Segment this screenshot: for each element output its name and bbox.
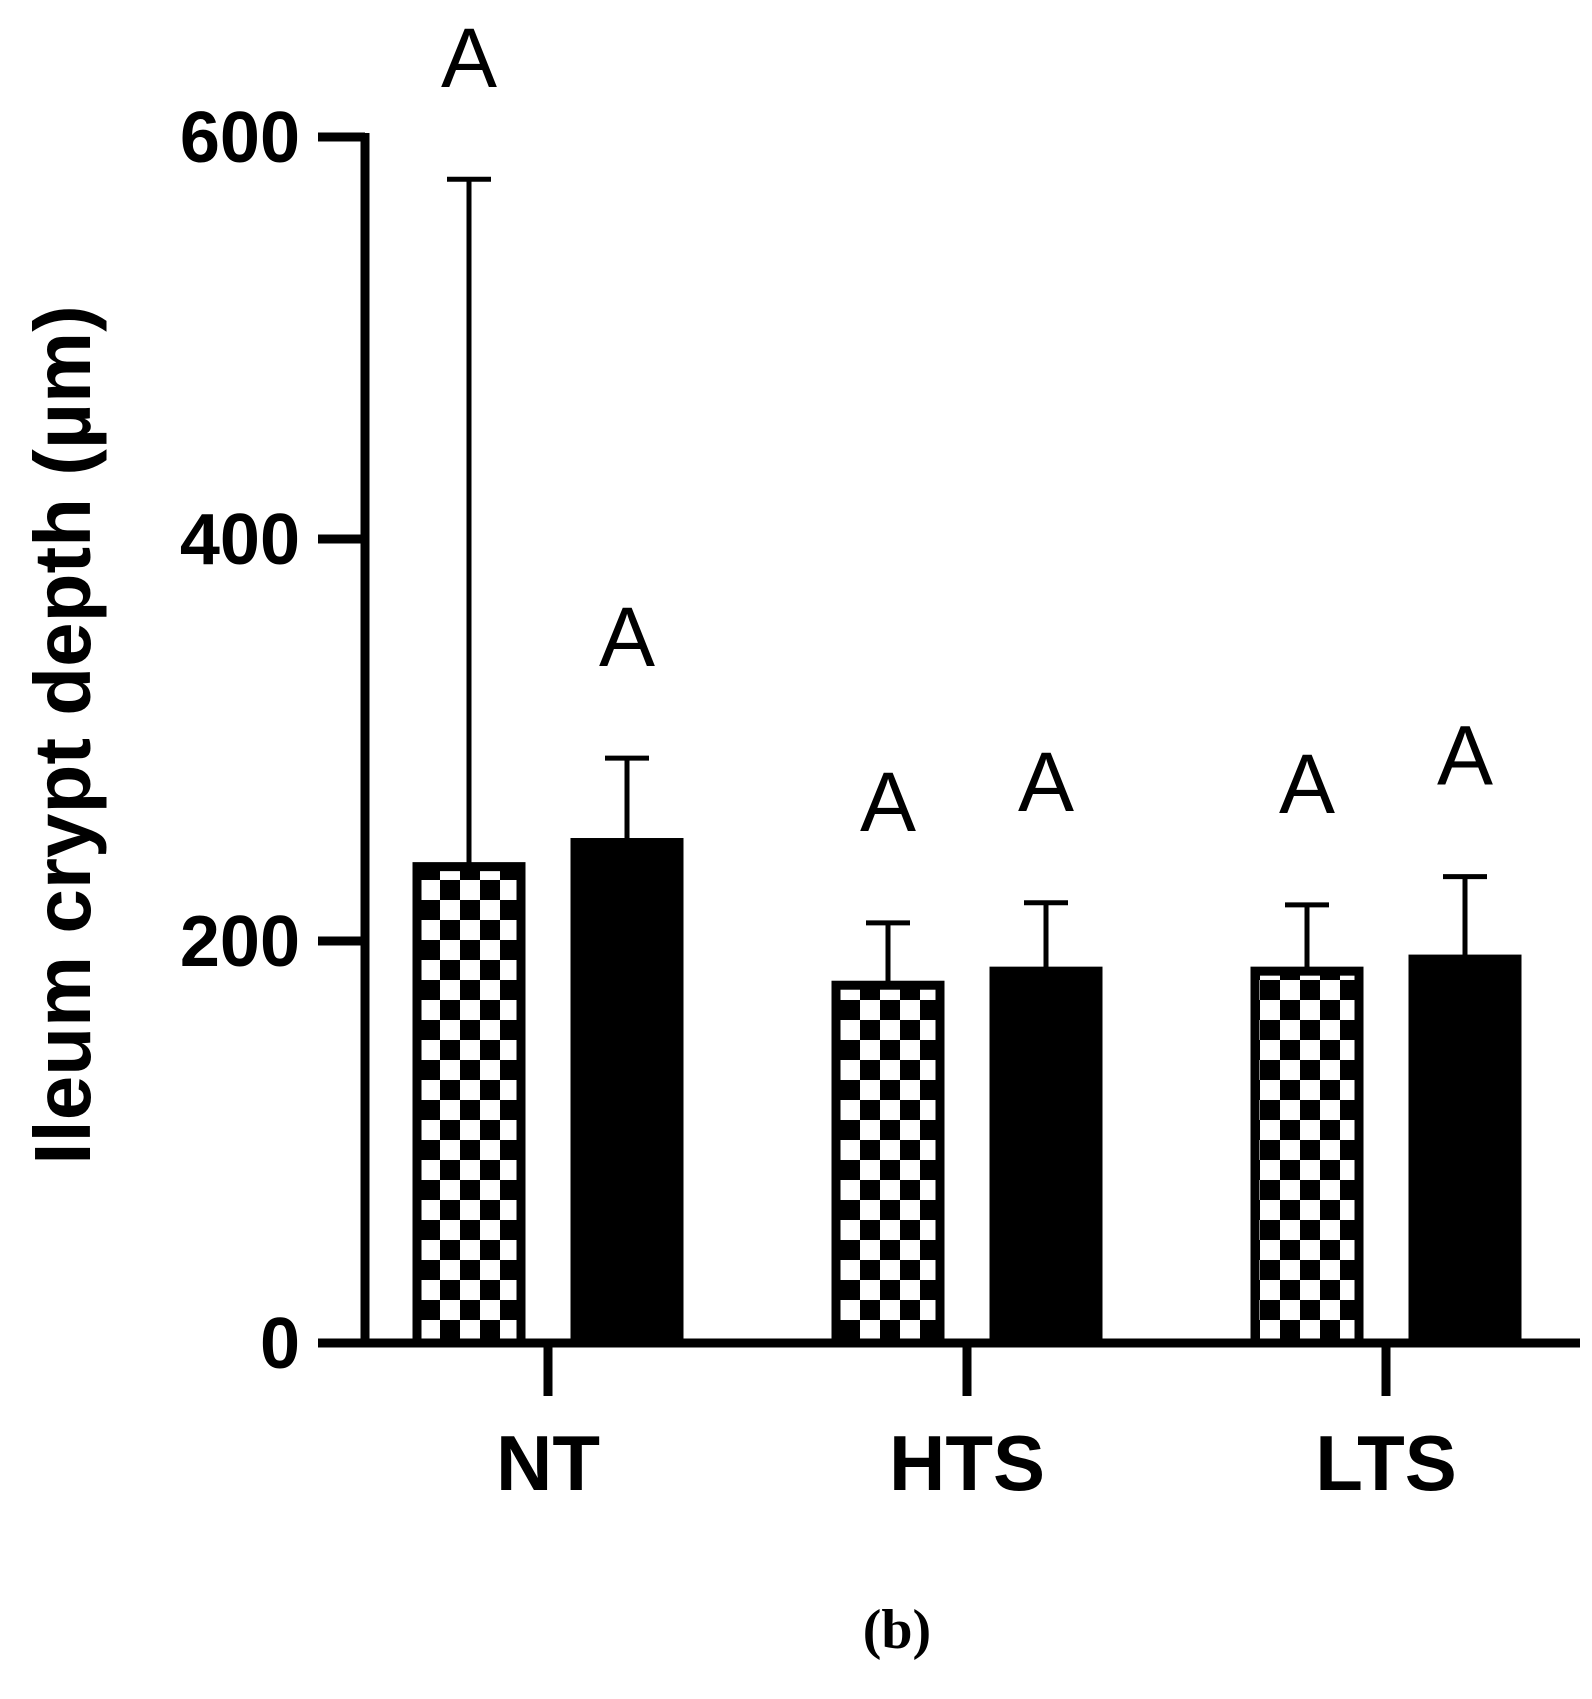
significance-letter: A <box>1018 735 1074 829</box>
significance-letter: A <box>1437 709 1493 803</box>
x-category-label: HTS <box>889 1419 1045 1507</box>
y-tick-label: 600 <box>180 98 300 178</box>
y-ticks: 0 200 400 600 <box>180 98 365 1384</box>
significance-letter: A <box>1279 737 1335 831</box>
significance-letter: A <box>599 590 655 684</box>
bar-checkerboard <box>831 980 945 1348</box>
significance-letter: A <box>860 755 916 849</box>
bar-checkerboard <box>412 862 526 1348</box>
x-ticks: NT HTS LTS <box>496 1343 1457 1507</box>
x-category-label: NT <box>496 1419 600 1507</box>
bars-layer <box>412 838 1522 1348</box>
bar-solid <box>570 838 684 1348</box>
x-category-label: LTS <box>1315 1419 1457 1507</box>
axes <box>318 133 1580 1348</box>
y-tick-label: 400 <box>180 500 300 580</box>
bar-solid <box>1408 954 1522 1348</box>
y-tick-label: 200 <box>180 902 300 982</box>
y-tick-label: 0 <box>260 1304 300 1384</box>
bar-solid <box>989 966 1103 1348</box>
bar-checkerboard <box>1250 966 1364 1348</box>
y-axis-label: Ileum crypt depth (µm) <box>18 305 107 1165</box>
error-bars-layer <box>447 176 1487 986</box>
panel-label: (b) <box>863 1599 931 1661</box>
significance-letter: A <box>441 11 497 105</box>
significance-letters-layer: A A A A A A <box>441 11 1493 849</box>
